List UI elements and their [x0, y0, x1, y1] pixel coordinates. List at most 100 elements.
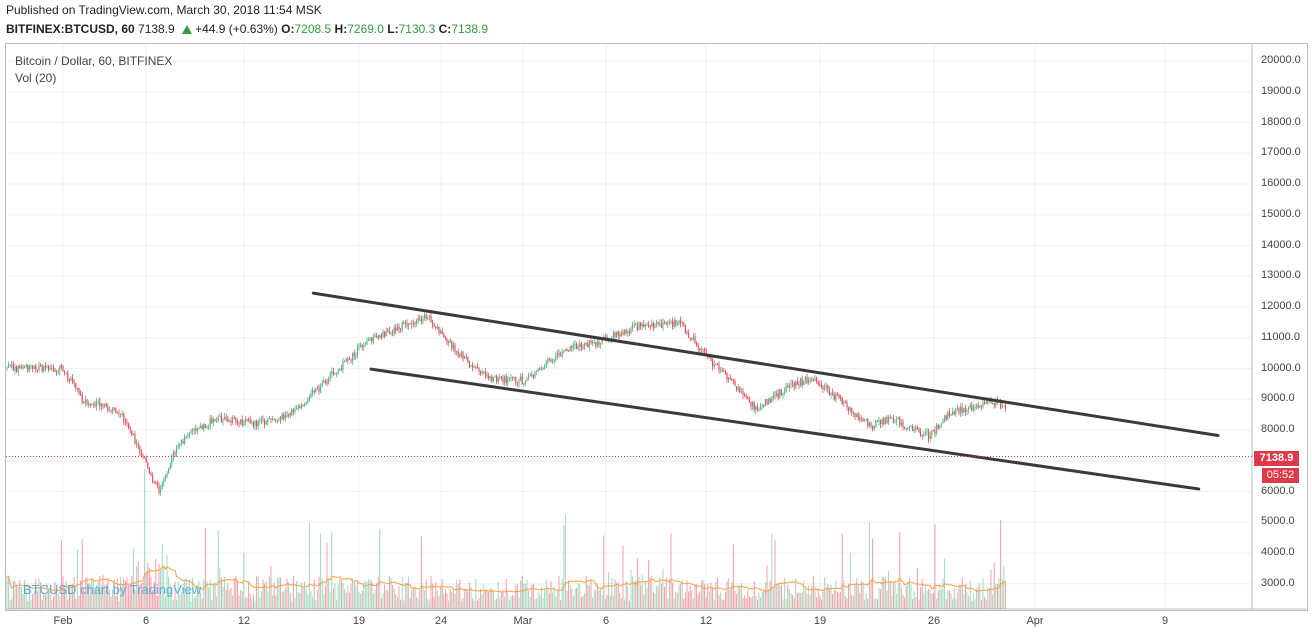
volume-bar: [950, 593, 952, 609]
candle-body: [579, 343, 581, 348]
volume-bar: [459, 579, 461, 609]
volume-legend[interactable]: Vol (20): [15, 71, 57, 85]
volume-bar: [428, 600, 430, 609]
candle-body: [238, 423, 240, 424]
candle-body: [124, 420, 126, 423]
volume-bar: [184, 580, 186, 609]
volume-bar: [784, 577, 786, 609]
candle-body: [636, 325, 638, 330]
candle-body: [467, 356, 469, 362]
candle-body: [849, 408, 851, 411]
volume-bar: [201, 598, 203, 609]
candle-body: [768, 398, 770, 405]
volume-bar: [604, 599, 606, 609]
candle-body: [228, 420, 230, 422]
candle-body: [438, 326, 440, 334]
volume-bar: [963, 594, 965, 609]
volume-bar: [331, 531, 333, 609]
main-series-legend[interactable]: Bitcoin / Dollar, 60, BITFINEX: [15, 54, 173, 68]
candle-body: [195, 428, 197, 431]
candle-body: [555, 355, 557, 360]
volume-bar: [339, 578, 341, 609]
volume-bar: [817, 588, 819, 609]
volume-bar: [444, 589, 446, 609]
candle-body: [480, 371, 482, 374]
candle-body: [414, 322, 416, 324]
candle-body: [686, 332, 688, 334]
volume-bar: [208, 587, 210, 609]
candle-body: [764, 399, 766, 406]
volume-bar: [876, 599, 878, 609]
candle-body: [516, 382, 518, 384]
volume-bar: [150, 576, 152, 609]
candle-body: [723, 370, 725, 372]
candle-body: [883, 418, 885, 424]
candle-body: [862, 418, 864, 421]
volume-bar: [748, 596, 750, 609]
candle-body: [856, 413, 858, 418]
candle-body: [673, 319, 675, 327]
volume-bar: [756, 599, 758, 609]
volume-bar: [563, 525, 565, 609]
volume-bar: [827, 584, 829, 609]
candle-body: [297, 406, 299, 409]
candle-body: [392, 332, 394, 334]
candle-body: [544, 367, 546, 369]
volume-bar: [924, 585, 926, 609]
candle-body: [548, 359, 550, 361]
candle-body: [123, 413, 125, 421]
candle-body: [52, 367, 54, 370]
chart-frame[interactable]: [5, 43, 1308, 611]
volume-bar: [808, 585, 810, 609]
volume-bar: [558, 576, 560, 609]
candle-body: [696, 342, 698, 346]
candle-body: [665, 322, 667, 324]
volume-bar: [664, 586, 666, 609]
volume-bar: [483, 584, 485, 609]
candle-body: [937, 424, 939, 429]
volume-bar: [846, 598, 848, 609]
candle-body: [1000, 402, 1002, 408]
candle-body: [425, 314, 427, 319]
candle-body: [872, 425, 874, 430]
volume-bar: [440, 585, 442, 609]
volume-bar: [566, 590, 568, 609]
candle-body: [732, 379, 734, 382]
volume-bar: [955, 599, 957, 609]
volume-bar: [976, 588, 978, 609]
volume-bar: [465, 588, 467, 609]
candle-body: [782, 392, 784, 396]
volume-bar: [425, 579, 427, 609]
candle-body: [376, 335, 378, 337]
volume-bar: [724, 591, 726, 609]
candle-body: [846, 402, 848, 408]
candle-body: [638, 322, 640, 330]
volume-bar: [760, 597, 762, 609]
candle-body: [6, 367, 8, 369]
watermark[interactable]: BTCUSD chart by TradingView: [23, 582, 202, 597]
volume-bar: [523, 583, 525, 609]
volume-bar: [72, 583, 74, 609]
candle-body: [492, 376, 494, 382]
volume-bar: [145, 571, 147, 609]
candle-body: [800, 378, 802, 386]
volume-bar: [17, 587, 19, 609]
candle-body: [678, 320, 680, 324]
candle-body: [827, 384, 829, 390]
volume-bar: [854, 584, 856, 609]
volume-bar: [745, 598, 747, 609]
volume-bar: [14, 580, 16, 609]
volume-bar: [792, 594, 794, 609]
volume-bar: [977, 586, 979, 609]
volume-bar: [56, 589, 58, 609]
candle-body: [740, 391, 742, 393]
volume-bar: [209, 579, 211, 609]
volume-bar: [376, 582, 378, 609]
candle-body: [214, 419, 216, 422]
volume-bar: [793, 597, 795, 609]
volume-bar: [809, 594, 811, 609]
candle-body: [227, 418, 229, 422]
candle-body: [20, 366, 22, 368]
candle-body: [979, 405, 981, 408]
